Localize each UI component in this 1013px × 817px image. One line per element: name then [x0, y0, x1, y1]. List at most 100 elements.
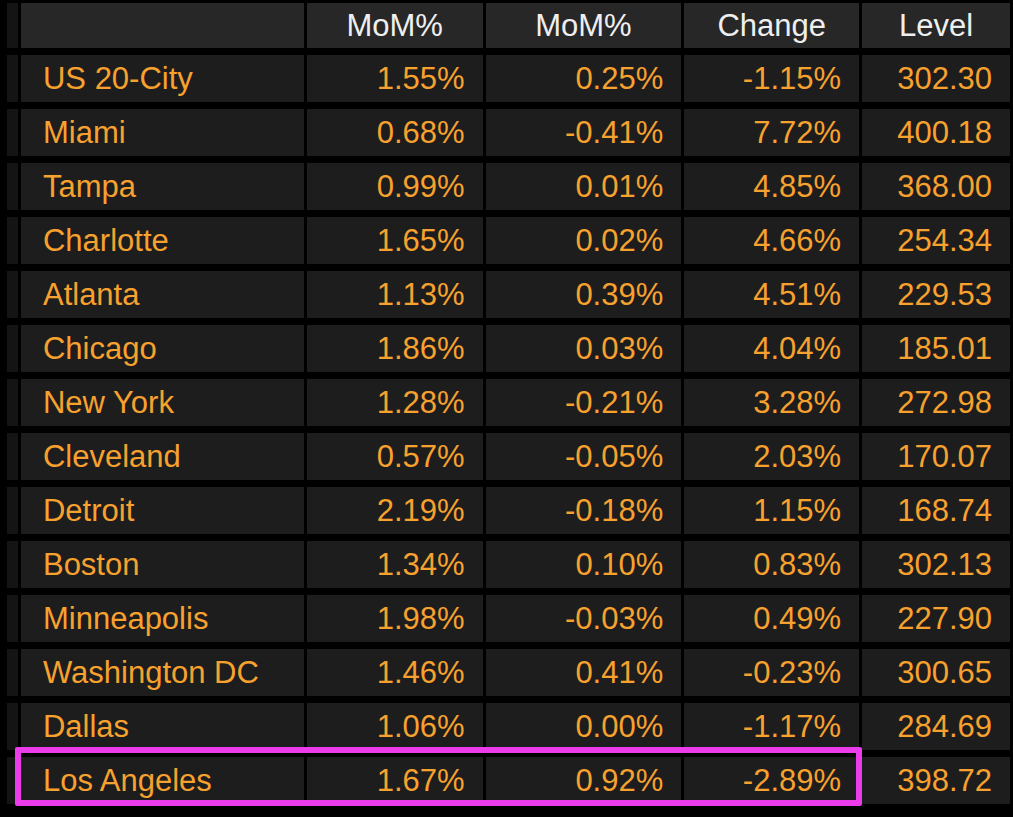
cropped-column-cell	[7, 757, 18, 804]
cropped-column-cell	[7, 703, 18, 750]
mom1-cell[interactable]: 1.46%	[307, 649, 483, 696]
city-cell[interactable]: Tampa	[21, 163, 304, 210]
mom2-cell[interactable]: 0.03%	[486, 325, 682, 372]
column-header-change: Change	[684, 3, 859, 48]
change-cell[interactable]: -2.89%	[684, 757, 859, 804]
mom1-cell[interactable]: 1.06%	[307, 703, 483, 750]
header-row: MoM% MoM% Change Level	[7, 3, 1010, 48]
cropped-column-cell	[7, 271, 18, 318]
cropped-column-cell	[7, 325, 18, 372]
mom2-cell[interactable]: -0.18%	[486, 487, 682, 534]
cropped-column-cell	[7, 487, 18, 534]
change-cell[interactable]: 7.72%	[684, 109, 859, 156]
change-cell[interactable]: -1.17%	[684, 703, 859, 750]
level-cell[interactable]: 185.01	[862, 325, 1010, 372]
mom2-cell[interactable]: 0.92%	[486, 757, 682, 804]
cropped-column-header	[7, 3, 18, 48]
city-cell[interactable]: Washington DC	[21, 649, 304, 696]
mom2-cell[interactable]: -0.41%	[486, 109, 682, 156]
cropped-column-cell	[7, 55, 18, 102]
mom2-cell[interactable]: -0.21%	[486, 379, 682, 426]
level-cell[interactable]: 229.53	[862, 271, 1010, 318]
city-cell[interactable]: US 20-City	[21, 55, 304, 102]
level-cell[interactable]: 170.07	[862, 433, 1010, 480]
level-cell[interactable]: 227.90	[862, 595, 1010, 642]
mom2-cell[interactable]: 0.41%	[486, 649, 682, 696]
change-cell[interactable]: 0.83%	[684, 541, 859, 588]
column-header-mom2: MoM%	[486, 3, 682, 48]
cropped-column-cell	[7, 595, 18, 642]
change-cell[interactable]: -0.23%	[684, 649, 859, 696]
mom1-cell[interactable]: 1.55%	[307, 55, 483, 102]
city-cell[interactable]: Miami	[21, 109, 304, 156]
mom1-cell[interactable]: 2.19%	[307, 487, 483, 534]
table-row: Cleveland 0.57% -0.05% 2.03% 170.07	[7, 433, 1010, 480]
column-header-city	[21, 3, 304, 48]
table-row: New York 1.28% -0.21% 3.28% 272.98	[7, 379, 1010, 426]
city-cell[interactable]: Los Angeles	[21, 757, 304, 804]
cropped-column-cell	[7, 163, 18, 210]
mom2-cell[interactable]: -0.05%	[486, 433, 682, 480]
level-cell[interactable]: 400.18	[862, 109, 1010, 156]
mom2-cell[interactable]: 0.00%	[486, 703, 682, 750]
table-row: US 20-City 1.55% 0.25% -1.15% 302.30	[7, 55, 1010, 102]
mom1-cell[interactable]: 0.68%	[307, 109, 483, 156]
column-header-mom1: MoM%	[307, 3, 483, 48]
mom1-cell[interactable]: 0.57%	[307, 433, 483, 480]
table-row: Chicago 1.86% 0.03% 4.04% 185.01	[7, 325, 1010, 372]
mom1-cell[interactable]: 1.67%	[307, 757, 483, 804]
level-cell[interactable]: 272.98	[862, 379, 1010, 426]
city-cell[interactable]: Chicago	[21, 325, 304, 372]
cropped-column-cell	[7, 433, 18, 480]
mom1-cell[interactable]: 1.13%	[307, 271, 483, 318]
mom1-cell[interactable]: 1.65%	[307, 217, 483, 264]
level-cell[interactable]: 168.74	[862, 487, 1010, 534]
mom1-cell[interactable]: 1.86%	[307, 325, 483, 372]
table-row: Dallas 1.06% 0.00% -1.17% 284.69	[7, 703, 1010, 750]
level-cell[interactable]: 398.72	[862, 757, 1010, 804]
cropped-column-cell	[7, 541, 18, 588]
table-row: Tampa 0.99% 0.01% 4.85% 368.00	[7, 163, 1010, 210]
city-cell[interactable]: Dallas	[21, 703, 304, 750]
city-cell[interactable]: Boston	[21, 541, 304, 588]
terminal-screen: MoM% MoM% Change Level US 20-City 1.55% …	[0, 0, 1013, 813]
mom2-cell[interactable]: 0.25%	[486, 55, 682, 102]
city-cell[interactable]: Cleveland	[21, 433, 304, 480]
table-row: Boston 1.34% 0.10% 0.83% 302.13	[7, 541, 1010, 588]
city-cell[interactable]: New York	[21, 379, 304, 426]
mom1-cell[interactable]: 1.98%	[307, 595, 483, 642]
change-cell[interactable]: 4.66%	[684, 217, 859, 264]
change-cell[interactable]: -1.15%	[684, 55, 859, 102]
cropped-column-cell	[7, 217, 18, 264]
city-cell[interactable]: Detroit	[21, 487, 304, 534]
change-cell[interactable]: 4.04%	[684, 325, 859, 372]
city-cell[interactable]: Minneapolis	[21, 595, 304, 642]
mom1-cell[interactable]: 1.34%	[307, 541, 483, 588]
level-cell[interactable]: 284.69	[862, 703, 1010, 750]
mom2-cell[interactable]: 0.39%	[486, 271, 682, 318]
mom2-cell[interactable]: -0.03%	[486, 595, 682, 642]
mom2-cell[interactable]: 0.01%	[486, 163, 682, 210]
city-cell[interactable]: Charlotte	[21, 217, 304, 264]
city-cell[interactable]: Atlanta	[21, 271, 304, 318]
change-cell[interactable]: 4.51%	[684, 271, 859, 318]
price-table: MoM% MoM% Change Level US 20-City 1.55% …	[4, 0, 1013, 811]
change-cell[interactable]: 4.85%	[684, 163, 859, 210]
change-cell[interactable]: 2.03%	[684, 433, 859, 480]
mom2-cell[interactable]: 0.02%	[486, 217, 682, 264]
change-cell[interactable]: 0.49%	[684, 595, 859, 642]
mom1-cell[interactable]: 1.28%	[307, 379, 483, 426]
cropped-column-cell	[7, 649, 18, 696]
level-cell[interactable]: 300.65	[862, 649, 1010, 696]
change-cell[interactable]: 3.28%	[684, 379, 859, 426]
level-cell[interactable]: 368.00	[862, 163, 1010, 210]
table-row-highlighted: Los Angeles 1.67% 0.92% -2.89% 398.72	[7, 757, 1010, 804]
table-row: Atlanta 1.13% 0.39% 4.51% 229.53	[7, 271, 1010, 318]
mom2-cell[interactable]: 0.10%	[486, 541, 682, 588]
level-cell[interactable]: 302.13	[862, 541, 1010, 588]
level-cell[interactable]: 254.34	[862, 217, 1010, 264]
change-cell[interactable]: 1.15%	[684, 487, 859, 534]
level-cell[interactable]: 302.30	[862, 55, 1010, 102]
column-header-level: Level	[862, 3, 1010, 48]
mom1-cell[interactable]: 0.99%	[307, 163, 483, 210]
